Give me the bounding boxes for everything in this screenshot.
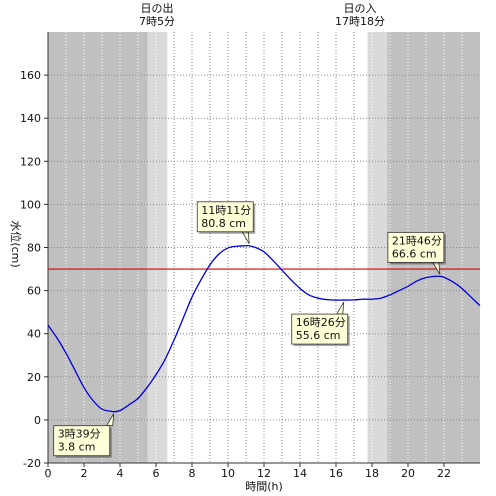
callout-level: 66.6 cm — [392, 247, 437, 260]
x-tick-label: 8 — [189, 467, 196, 480]
night-band-morning — [48, 32, 148, 463]
series — [47, 244, 481, 413]
callout-time: 16時26分 — [296, 316, 346, 329]
y-tick-label: 80 — [27, 242, 41, 255]
x-tick-label: 2 — [81, 467, 88, 480]
grid — [48, 32, 480, 463]
sunrise-label: 日の出 7時5分 — [139, 1, 175, 28]
y-tick-label: 140 — [20, 112, 41, 125]
callout-box — [53, 425, 111, 457]
y-tick-label: 160 — [20, 69, 41, 82]
sunset-label: 日の入 17時18分 — [335, 2, 385, 28]
x-tick-label: 0 — [45, 467, 52, 480]
x-tick-label: 18 — [365, 467, 379, 480]
x-tick-label: 10 — [221, 467, 235, 480]
x-tick-label: 16 — [329, 467, 343, 480]
y-tick-label: 20 — [27, 371, 41, 384]
callout-box — [387, 231, 445, 263]
sunset-title: 日の入 — [344, 2, 377, 15]
callout-level: 55.6 cm — [296, 329, 341, 342]
x-tick-label: 4 — [117, 467, 124, 480]
sunrise-title: 日の出 — [141, 1, 174, 15]
y-tick-label: 0 — [34, 414, 41, 427]
axes — [44, 32, 480, 467]
callout-level: 3.8 cm — [58, 441, 96, 454]
tick-labels: 0 2 4 6 8 10 12 14 16 18 20 22 -20 0 20 40 60 80 100 120 140… — [20, 69, 451, 480]
y-tick-label: 60 — [27, 285, 41, 298]
tide-line — [47, 244, 481, 413]
x-tick-label: 22 — [437, 467, 451, 480]
callout-time: 21時46分 — [392, 234, 442, 247]
callout-box — [196, 201, 254, 233]
x-tick-label: 12 — [257, 467, 271, 480]
callout-time: 3時39分 — [58, 428, 101, 441]
x-tick-label: 6 — [153, 467, 160, 480]
callout-time: 11時11分 — [201, 204, 251, 217]
sunset-time: 17時18分 — [335, 15, 385, 28]
y-tick-label: 40 — [27, 328, 41, 341]
twilight-band-evening — [367, 32, 388, 463]
callout-level: 80.8 cm — [201, 217, 246, 230]
y-tick-label: 120 — [20, 155, 41, 168]
x-tick-label: 14 — [293, 467, 307, 480]
callout-box — [291, 313, 349, 345]
y-axis-label: 水位(cm) — [9, 220, 23, 267]
x-axis-label: 時間(h) — [245, 480, 283, 493]
sunrise-time: 7時5分 — [139, 15, 175, 28]
y-tick-label: 100 — [20, 198, 41, 211]
y-tick-label: -20 — [23, 457, 41, 470]
twilight-band-morning — [147, 32, 168, 463]
x-tick-label: 20 — [401, 467, 415, 480]
